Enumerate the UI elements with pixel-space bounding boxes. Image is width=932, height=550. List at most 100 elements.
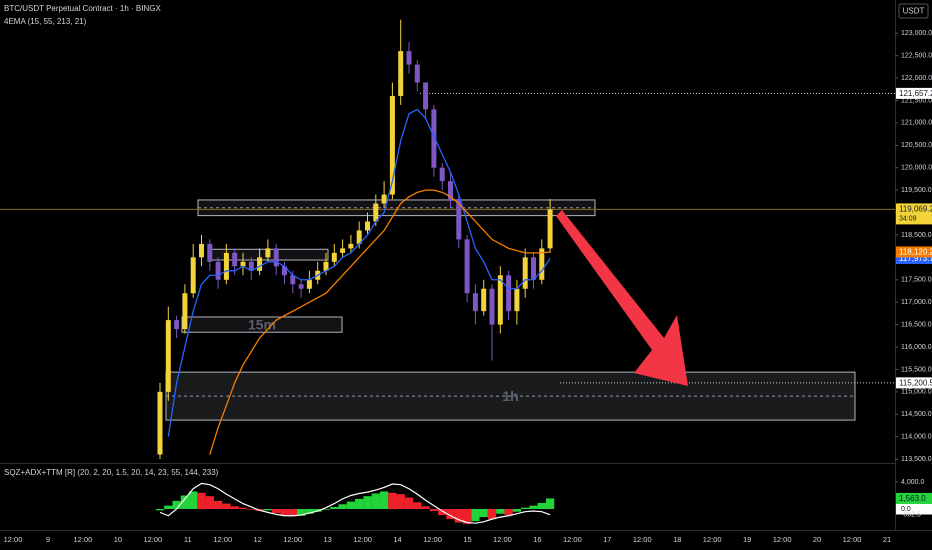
candle-body [365,221,370,231]
histogram-bar [388,492,397,509]
ema-label: 117,973.7 [899,254,932,263]
histogram-bar [180,495,190,509]
horizontal-line-label-box [896,87,932,99]
candle-body [431,109,437,168]
ema-label: 118,120.2 [899,248,932,257]
y-tick-label: 117,500.0 [901,277,932,284]
ema-line [209,189,551,455]
histogram-bar [272,508,281,514]
histogram-bar [205,496,214,509]
chart-title: BTC/USDT Perpetual Contract · 1h · BINGX [4,4,161,13]
y-tick-label: 122,500.0 [901,52,932,59]
y-tick-label: 120,500.0 [901,142,932,149]
x-tick-label: 15 [463,535,471,544]
candle-body [290,275,296,285]
histogram-bar [263,508,273,511]
x-tick-label: 16 [533,535,541,544]
candle-body [223,252,229,280]
histogram-bar [504,508,513,516]
candle-body [456,199,462,240]
candle-body [306,279,312,289]
main-pane [0,19,895,460]
y-tick-label: 118,500.0 [901,232,932,239]
candle-body [340,248,346,253]
candle-body [489,288,495,325]
candle-body [215,261,221,280]
candle-body [414,64,420,83]
candle-body [464,239,470,294]
axes: 113,500.0114,000.0114,500.0115,000.0115,… [4,30,932,544]
signal-line [159,482,551,524]
candle-body [199,243,204,258]
y-tick-label: 116,500.0 [901,321,932,328]
candle-body [381,194,387,204]
horizontal-line-label-box [896,377,932,389]
zero-box [896,503,932,515]
histogram-bar [429,508,439,512]
unit-box[interactable] [898,3,929,19]
histogram-bar [247,508,256,510]
unit[interactable]: USDT [903,7,925,16]
histogram-bar [330,506,339,509]
candle-body [356,230,362,244]
histogram-bar [487,508,497,520]
candle-body [298,284,304,289]
candle-body [423,82,429,110]
candle-body [273,248,279,267]
last-price-label: 119,069.2 [899,205,932,214]
histogram-bar [313,508,322,512]
histogram-bar [529,505,538,509]
histogram-bar [413,502,422,509]
y-tick-label: 122,000.0 [901,75,932,82]
ema-line [167,108,551,437]
y-tick-label: 117,000.0 [901,299,932,306]
histogram-bar [479,508,488,518]
y-tick-label: 120,000.0 [901,165,932,172]
x-tick-label: 11 [184,535,192,544]
y-tick-label: 115,000.0 [901,389,932,396]
histogram-bar [537,502,546,509]
histogram-bar [213,500,223,509]
countdown: 34:09 [899,215,917,222]
indicator-title: SQZ+ADX+TTM [R] (20, 2, 20, 1.5, 20, 14,… [4,468,219,477]
histogram-bar [238,507,248,509]
zone-label: 1h [502,388,518,404]
candle-body [190,257,196,294]
histogram-bar [155,508,165,511]
x-tick-label: 14 [393,535,401,544]
candle-body [373,203,379,222]
candle-body [398,51,404,96]
y-tick-label: 121,000.0 [901,120,932,127]
candle-body [232,252,238,267]
histogram-bar [230,506,239,509]
histogram-bar [197,492,206,509]
candle-body [257,257,263,271]
histogram-label-box [896,492,932,504]
candle-body [165,320,171,392]
histogram-bar [296,508,306,516]
histogram-bar [172,500,181,509]
y-tick-label: 115,500.0 [901,366,932,373]
candle-body [497,275,503,325]
x-tick-label: 17 [603,535,611,544]
candle-body [539,248,545,280]
x-tick-label: 12:00 [843,535,862,544]
candle-body [389,95,395,195]
candle-body [547,209,553,249]
indicator-pane [155,482,555,524]
histogram-bar [222,503,231,509]
x-tick-label: 20 [813,535,821,544]
candle-body [481,288,487,312]
histogram-label: 1,563.0 [899,494,926,503]
x-tick-label: 12:00 [213,535,232,544]
candle-body [248,261,254,271]
histogram-bar [346,501,356,509]
candle-body [182,293,188,330]
candle-body [448,181,453,200]
candle-body [157,391,163,455]
x-tick-label: 12:00 [493,535,512,544]
y-tick-label: 4,000.0 [901,479,924,486]
candle-body [439,167,445,182]
x-tick-label: 12:00 [633,535,652,544]
